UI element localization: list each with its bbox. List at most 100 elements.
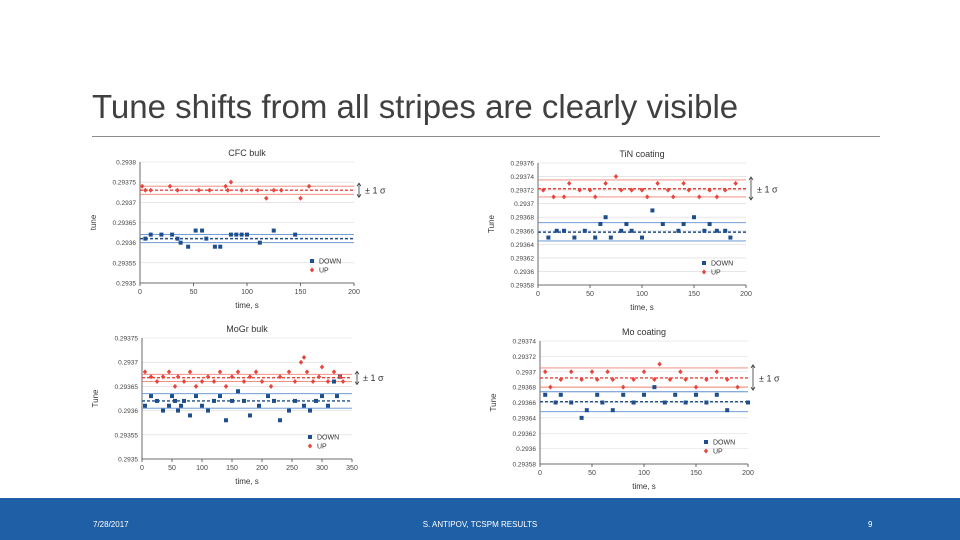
data-point-down [621,392,626,397]
legend-marker-up [703,448,709,454]
data-point-down [704,400,709,405]
y-tick-label: 0.29366 [511,228,535,235]
footer-bar: 7/28/2017 S. ANTIPOV, TCSPM RESULTS 9 [0,498,960,540]
data-point-down [582,228,587,233]
data-point-down [619,228,624,233]
x-tick-label: 350 [346,465,358,472]
data-point-down [640,235,644,240]
data-point-down [702,228,707,233]
data-point-up [239,187,244,193]
data-point-up [693,384,699,390]
data-point-down [681,222,686,226]
data-point-down [234,232,239,237]
data-point-down [652,385,657,390]
data-point-down [650,208,655,213]
data-point-down [212,244,217,249]
data-point-down [206,408,210,413]
x-tick-label: 150 [295,289,307,296]
data-point-down [642,392,646,397]
data-point-down [287,408,291,413]
data-point-down [723,228,728,233]
y-tick-label: 0.2937 [514,201,534,208]
data-point-down [293,232,298,237]
data-point-up [671,194,676,200]
data-point-up [304,369,310,375]
data-point-up [733,180,738,186]
data-point-up [613,174,619,180]
data-point-down [543,392,548,397]
data-point-up [621,384,626,390]
y-tick-label: 0.29358 [513,462,537,469]
data-point-up [181,379,187,385]
data-point-up [166,369,172,375]
data-point-down [188,413,192,418]
chart-tin-coating: TiN coating 0.29376 0.29374 0.29372 0.2937 0.… [487,149,778,312]
data-point-down [629,228,634,233]
data-point-up [286,369,292,375]
data-point-down [595,392,600,397]
data-point-down [326,403,330,408]
x-tick-label: 0 [538,470,542,477]
data-point-up [279,187,284,193]
data-point-up [325,379,331,385]
data-point-up [154,379,160,385]
data-point-down [278,418,282,423]
y-axis-label: Tune [487,214,496,232]
data-point-up [681,180,686,186]
data-point-up [678,369,683,375]
data-point-up [306,183,312,189]
data-point-up [589,369,595,375]
data-point-down [218,244,223,249]
x-tick-label: 200 [742,470,754,477]
data-point-up [292,379,298,385]
data-point-up [160,374,166,380]
data-point-up [645,194,650,200]
data-point-down [293,398,297,403]
data-point-down [598,222,603,226]
data-point-down [302,403,306,408]
data-point-down [167,403,171,408]
legend-marker-down [310,259,314,263]
y-tick-label: 0.29355 [113,260,137,267]
data-point-up [148,187,153,193]
data-point-up [639,187,645,193]
legend-marker-up [309,267,315,273]
data-point-up [193,383,199,389]
y-tick-label: 0.2936 [116,240,136,247]
data-point-up [697,194,702,200]
data-point-up [641,369,647,375]
x-tick-label: 150 [690,470,702,477]
data-point-up [340,379,346,385]
y-tick-label: 0.29368 [513,385,537,392]
y-tick-label: 0.29376 [511,161,535,168]
data-point-down [714,392,719,397]
data-point-down [624,222,629,226]
legend-label-up: UP [711,270,721,277]
data-point-up [223,183,228,189]
data-point-down [631,400,636,405]
data-point-up [167,183,173,189]
data-point-down [584,408,589,413]
y-tick-label: 0.2937 [516,369,536,376]
data-point-up [223,383,229,389]
data-point-down [320,394,324,399]
data-point-down [182,398,186,403]
data-point-up [551,194,556,200]
legend-marker-down [704,440,708,444]
data-point-down [335,394,339,399]
data-point-down [728,235,733,240]
data-point-down [178,240,183,245]
y-axis-label: Tune [91,389,100,407]
y-tick-label: 0.29375 [113,180,137,187]
sigma-arrow-bottom [354,381,360,386]
y-tick-label: 0.29366 [513,400,537,407]
data-point-up [667,376,673,382]
y-tick-label: 0.29365 [113,220,137,227]
y-tick-label: 0.2937 [116,200,136,207]
data-point-up [593,194,598,200]
legend-label-down: DOWN [317,435,339,442]
data-point-up [217,369,223,375]
x-tick-label: 150 [688,291,700,298]
y-tick-label: 0.2936 [514,269,534,276]
y-tick-label: 0.29368 [511,215,535,222]
